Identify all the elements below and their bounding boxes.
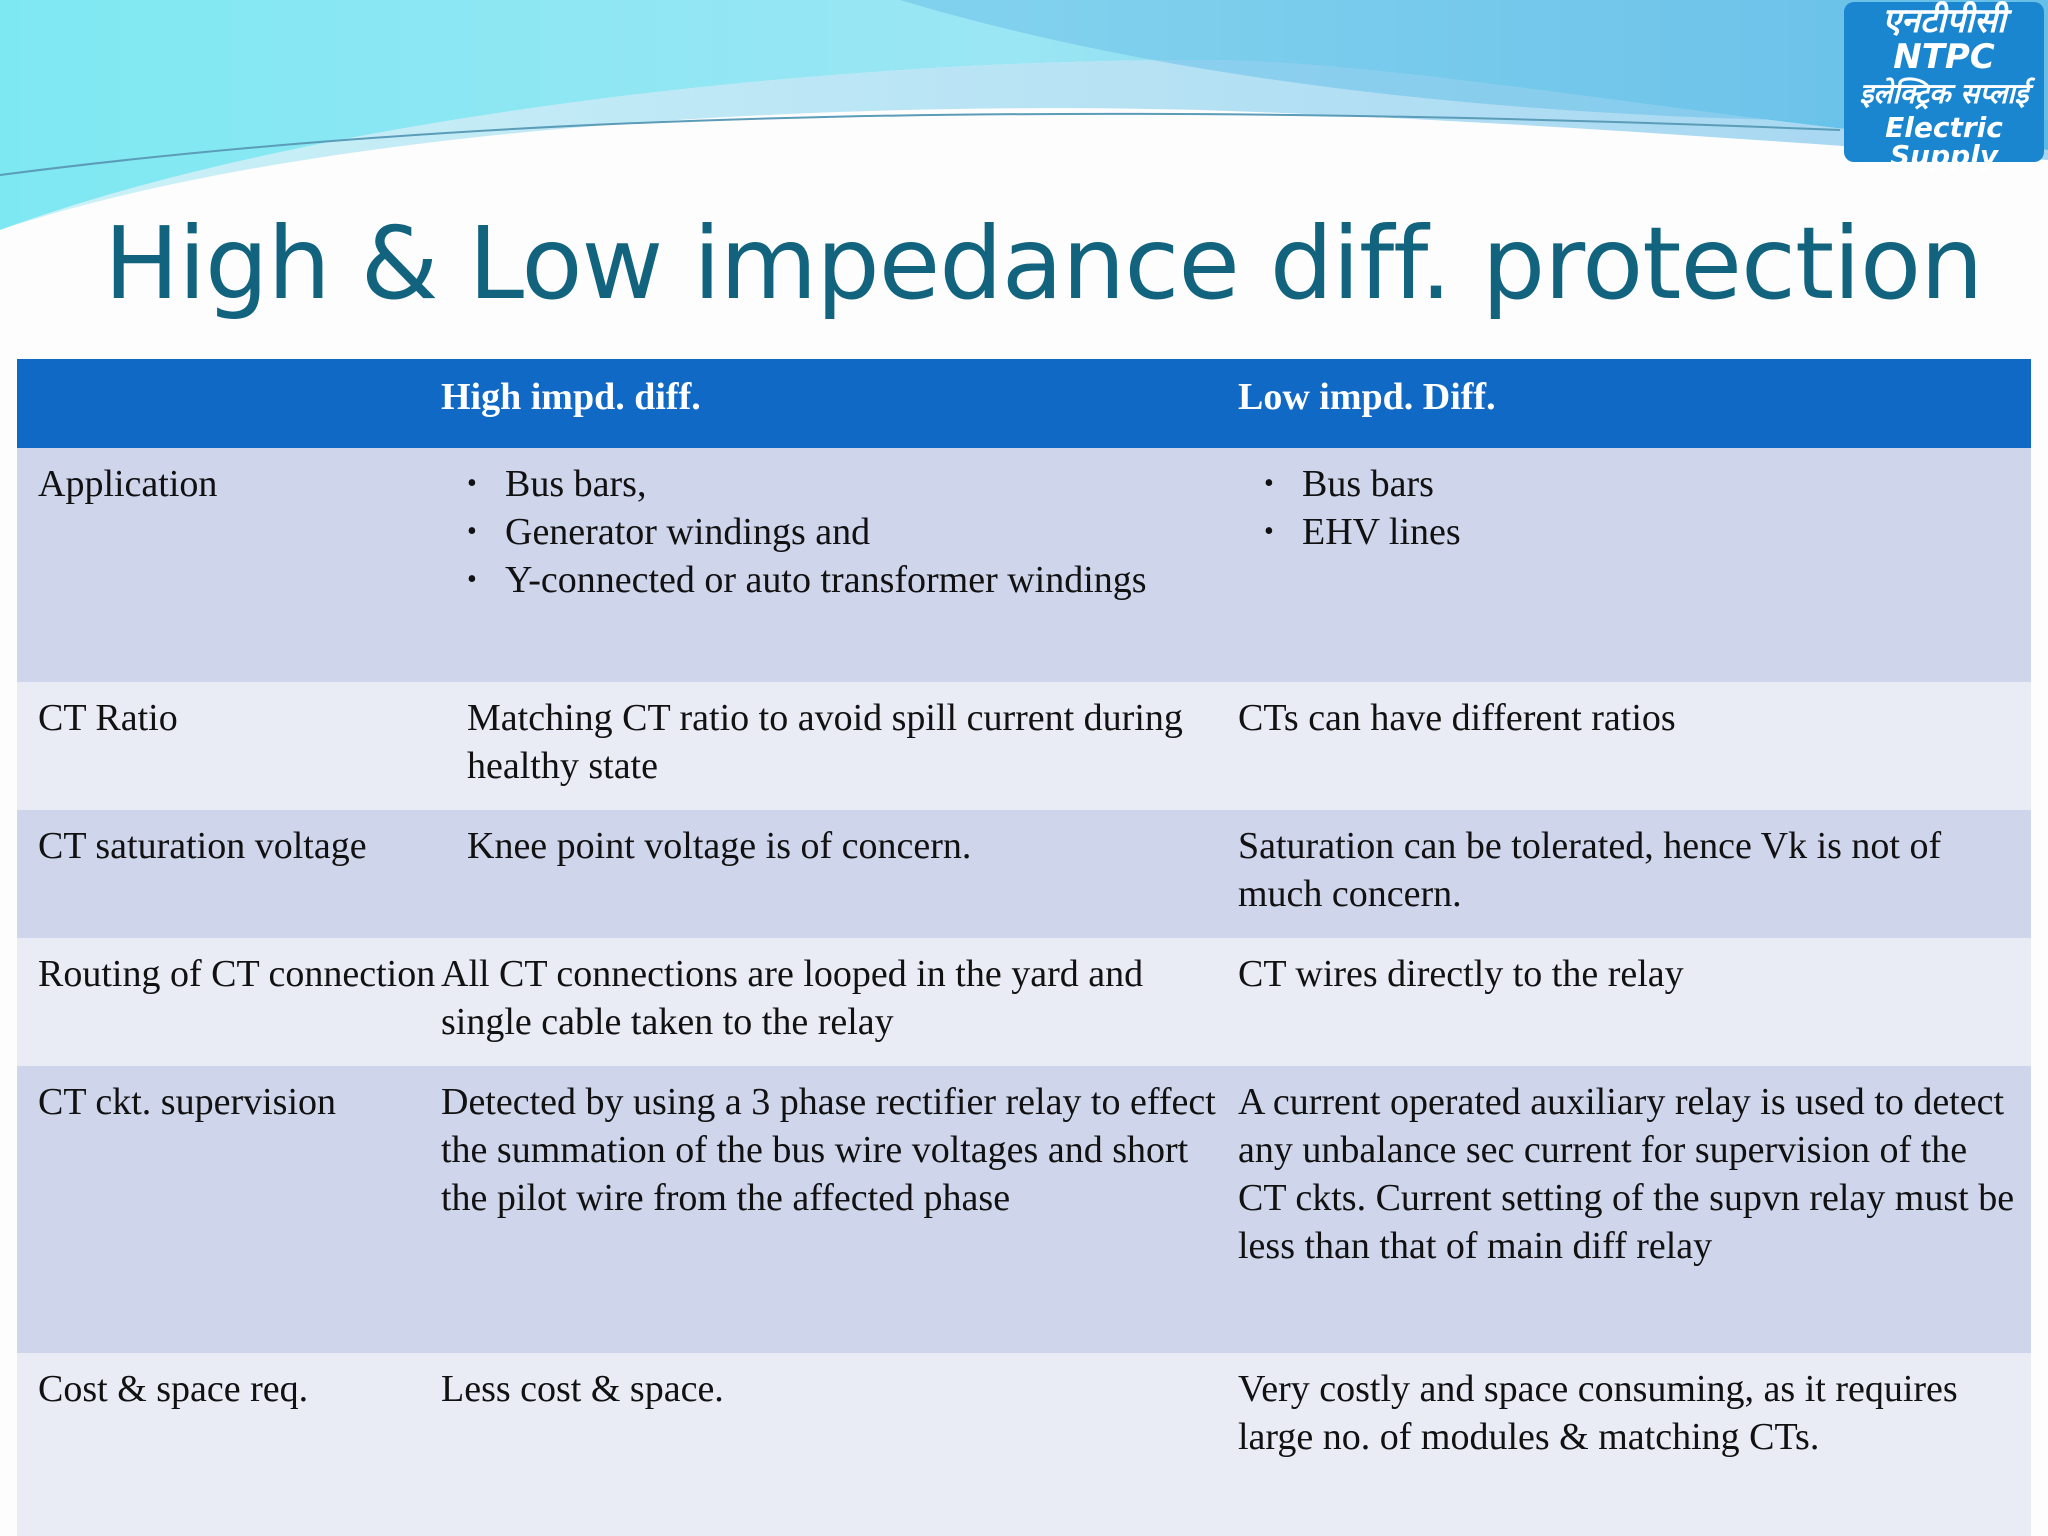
cell: Very costly and space consuming, as it r… [1238,1368,1958,1458]
logo-text: इलेक्ट्रिक सप्लाई [1859,77,2029,110]
row-label: CT saturation voltage [38,825,367,867]
row-label: CT ckt. supervision [38,1081,337,1123]
table-row: CT Ratio Matching CT ratio to avoid spill… [17,682,2031,810]
table-row: CT ckt. supervision Detected by using a 3… [17,1066,2031,1353]
table-row: CT saturation voltage Knee point voltage … [17,810,2031,938]
bullet-item: EHV lines [1264,508,2021,556]
cell: Detected by using a 3 phase rectifier re… [441,1081,1216,1219]
bullet-list: Bus barsEHV lines [1238,460,2021,556]
cell: A current operated auxiliary relay is us… [1238,1081,2015,1267]
cell: Matching CT ratio to avoid spill current… [467,697,1183,787]
cell: Knee point voltage is of concern. [467,825,972,867]
logo-text: एनटीपीसी [1882,1,2006,41]
cell: Bus barsEHV lines [1238,448,2031,682]
cell: Less cost & space. [441,1368,724,1410]
header-cell: High impd. diff. [441,376,701,418]
cell: CTs can have different ratios [1238,697,1676,739]
row-label: CT Ratio [38,697,178,739]
table-row: Routing of CT connection All CT connectio… [17,938,2031,1066]
row-label: Cost & space req. [38,1368,309,1410]
comparison-table: High impd. diff. Low impd. Diff. Applica… [17,359,2031,1536]
table-row: Application Bus bars,Generator windings a… [17,448,2031,682]
cell: CT wires directly to the relay [1238,953,1684,995]
bullet-list: Bus bars,Generator windings andY-connect… [441,460,1218,604]
cell: Saturation can be tolerated, hence Vk is… [1238,825,1942,915]
header-row: High impd. diff. Low impd. Diff. [17,359,2031,448]
logo-text: Electric Supply [1885,111,2003,172]
logo: एनटीपीसी NTPC इलेक्ट्रिक सप्लाई Electric… [1844,1,2044,170]
header-cell [17,359,441,448]
cell: Bus bars,Generator windings andY-connect… [441,448,1238,682]
table-row: Cost & space req. Less cost & space. Very … [17,1353,2031,1536]
logo-text: NTPC [1893,37,1995,77]
header-cell: Low impd. Diff. [1238,376,1496,418]
slide-title: High & Low impedance diff. protection [104,205,1984,322]
cell: All CT connections are looped in the yar… [441,953,1144,1043]
bullet-item: Bus bars, [467,460,1218,508]
bullet-item: Bus bars [1264,460,2021,508]
header-decoration [0,0,2048,230]
row-label: Application [38,463,218,505]
row-label: Routing of CT connection [38,953,436,995]
bullet-item: Y-connected or auto transformer windings [467,556,1218,604]
bullet-item: Generator windings and [467,508,1218,556]
